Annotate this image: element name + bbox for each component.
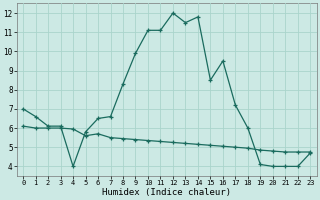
X-axis label: Humidex (Indice chaleur): Humidex (Indice chaleur) (102, 188, 231, 197)
